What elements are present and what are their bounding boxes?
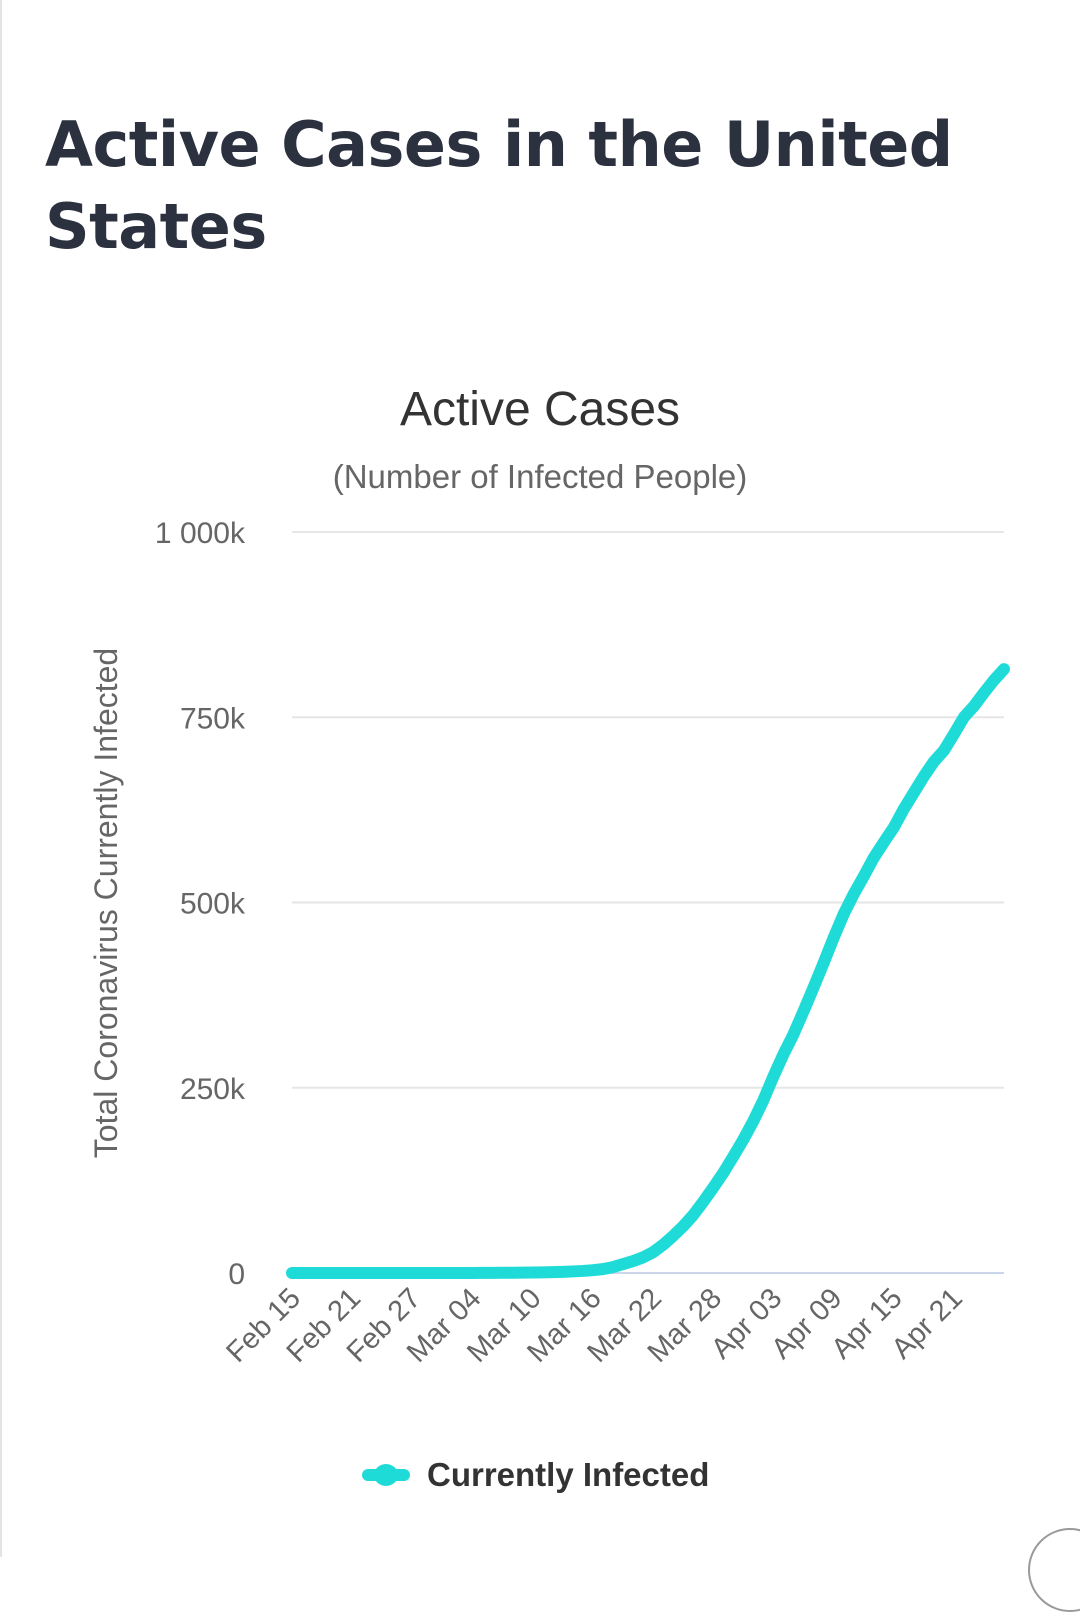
chart-subtitle: (Number of Infected People) [333,458,748,495]
chart-title: Active Cases [400,383,680,436]
y-tick-label: 250k [180,1073,246,1106]
gridlines [292,531,1004,1274]
y-tick-label: 750k [180,702,246,735]
y-tick-label: 1 000k [155,517,246,550]
series-line-currently-infected [286,663,1010,1279]
legend[interactable]: Currently Infected [362,1452,709,1498]
y-axis-title: Total Coronavirus Currently Infected [88,648,124,1158]
legend-swatch [362,1464,410,1486]
page-heading: Active Cases in the United States [45,108,953,263]
chart-svg: Active Cases (Number of Infected People)… [88,383,1010,1369]
legend-swatch-marker [374,1464,398,1486]
series-layer [286,663,1010,1279]
y-axis-ticks: 0 250k 500k 750k 1 000k [155,517,246,1291]
legend-label-currently-infected: Currently Infected [427,1456,710,1493]
y-tick-label: 500k [180,888,246,921]
y-tick-label: 0 [228,1258,245,1291]
left-edge-border [0,0,2,1557]
active-cases-chart: Active Cases (Number of Infected People)… [88,383,1010,1498]
